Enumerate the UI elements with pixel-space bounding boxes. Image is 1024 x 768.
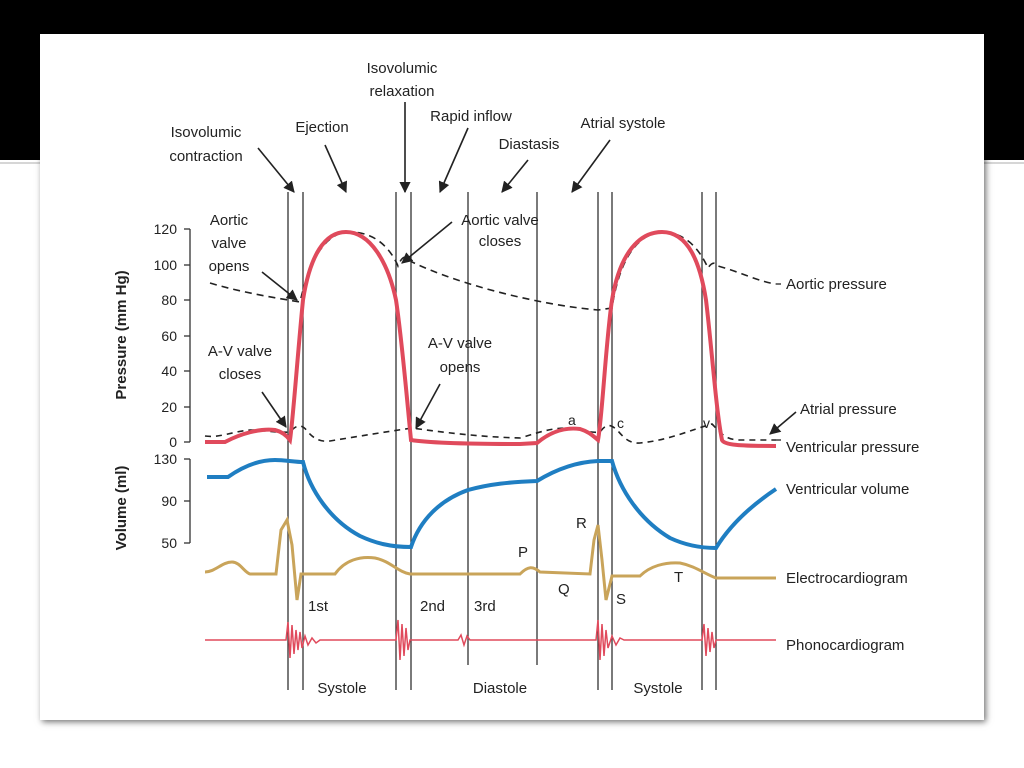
wave-label-a: a	[568, 412, 576, 428]
arrow-ejection	[324, 144, 348, 194]
label-atrial-pressure: Atrial pressure	[800, 401, 897, 418]
atrial-pressure-curve	[204, 423, 776, 444]
wave-label-v: v	[703, 415, 710, 431]
heart-sound-1st: 1st	[308, 598, 329, 615]
label-electrocardiogram: Electrocardiogram	[786, 570, 908, 587]
pressure-axis-title: Pressure (mm Hg)	[113, 270, 130, 399]
wave-label-p: P	[518, 544, 528, 561]
ventricular-volume-curve	[207, 457, 778, 551]
heart-sound-2nd: 2nd	[420, 598, 445, 615]
pressure-tick-80: 80	[161, 292, 177, 308]
cycle-diastole: Diastole	[473, 680, 527, 697]
label-av-valve-opens-1: A-V valve	[428, 335, 492, 352]
phonocardiogram-trace	[205, 619, 776, 661]
pressure-tick-100: 100	[154, 257, 178, 273]
volume-tick-50: 50	[161, 535, 177, 551]
event-labels: Aortic valve opens Aortic valve closes A…	[208, 212, 539, 383]
label-aortic-valve-opens-1: Aortic	[210, 212, 249, 229]
electrocardiogram-trace	[204, 515, 776, 601]
wave-label-r: R	[576, 515, 587, 532]
arrow-aortic-valve-opens	[261, 271, 298, 301]
wave-label-c: c	[617, 415, 624, 431]
label-ejection: Ejection	[295, 119, 348, 136]
arrow-isovolumic-contraction	[257, 147, 295, 193]
label-aortic-pressure: Aortic pressure	[786, 276, 887, 293]
label-phonocardiogram: Phonocardiogram	[786, 637, 904, 654]
phase-labels: Isovolumic contraction Ejection Isovolum…	[169, 60, 665, 165]
heart-sound-labels: 1st 2nd 3rd	[308, 598, 496, 615]
pressure-tick-40: 40	[161, 363, 177, 379]
label-ventricular-volume: Ventricular volume	[786, 481, 909, 498]
label-aortic-valve-opens-3: opens	[209, 258, 250, 275]
arrow-atrial-pressure	[769, 411, 797, 435]
label-aortic-valve-closes-1: Aortic valve	[461, 212, 539, 229]
label-rapid-inflow: Rapid inflow	[430, 108, 512, 125]
diagram-frame: 120 100 80 60 40 20 0 Pressure (mm Hg) 1…	[40, 34, 984, 720]
volume-tick-130: 130	[154, 451, 178, 467]
wiggers-diagram: 120 100 80 60 40 20 0 Pressure (mm Hg) 1…	[113, 60, 919, 697]
label-aortic-valve-opens-2: valve	[211, 235, 246, 252]
label-diastasis: Diastasis	[499, 136, 560, 153]
cycle-phase-labels: Systole Diastole Systole	[317, 680, 682, 697]
label-ventricular-pressure: Ventricular pressure	[786, 439, 919, 456]
arrow-diastasis	[501, 159, 529, 193]
label-aortic-valve-closes-2: closes	[479, 233, 522, 250]
annotation-arrows	[257, 102, 797, 435]
wave-labels: a c v P Q R S T	[518, 412, 710, 608]
wave-label-q: Q	[558, 581, 570, 598]
arrow-aortic-valve-closes	[401, 221, 453, 264]
cycle-systole-1: Systole	[317, 680, 366, 697]
label-isovolumic-relaxation-1: Isovolumic	[367, 60, 438, 77]
pressure-tick-120: 120	[154, 221, 178, 237]
pressure-tick-60: 60	[161, 328, 177, 344]
arrow-av-valve-opens	[415, 383, 441, 429]
label-av-valve-closes-2: closes	[219, 366, 262, 383]
label-isovolumic-relaxation-2: relaxation	[369, 83, 434, 100]
label-atrial-systole: Atrial systole	[580, 115, 665, 132]
pressure-tick-0: 0	[169, 434, 177, 450]
pressure-tick-20: 20	[161, 399, 177, 415]
label-av-valve-closes-1: A-V valve	[208, 343, 272, 360]
arrow-av-valve-closes	[261, 391, 287, 428]
wave-label-s: S	[616, 591, 626, 608]
label-isovolumic-contraction-1: Isovolumic	[171, 124, 242, 141]
ventricular-pressure-curve	[205, 229, 777, 448]
heart-sound-3rd: 3rd	[474, 598, 496, 615]
volume-axis: 130 90 50 Volume (ml)	[113, 451, 191, 551]
arrow-rapid-inflow	[438, 127, 469, 194]
arrow-atrial-systole	[571, 139, 611, 193]
pressure-axis: 120 100 80 60 40 20 0 Pressure (mm Hg)	[113, 221, 191, 450]
trace-labels: Aortic pressure Atrial pressure Ventricu…	[786, 276, 919, 654]
cycle-systole-2: Systole	[633, 680, 682, 697]
label-isovolumic-contraction-2: contraction	[169, 148, 242, 165]
volume-axis-title: Volume (ml)	[113, 466, 130, 551]
wave-label-t: T	[674, 569, 683, 586]
volume-tick-90: 90	[161, 493, 177, 509]
label-av-valve-opens-2: opens	[440, 359, 481, 376]
